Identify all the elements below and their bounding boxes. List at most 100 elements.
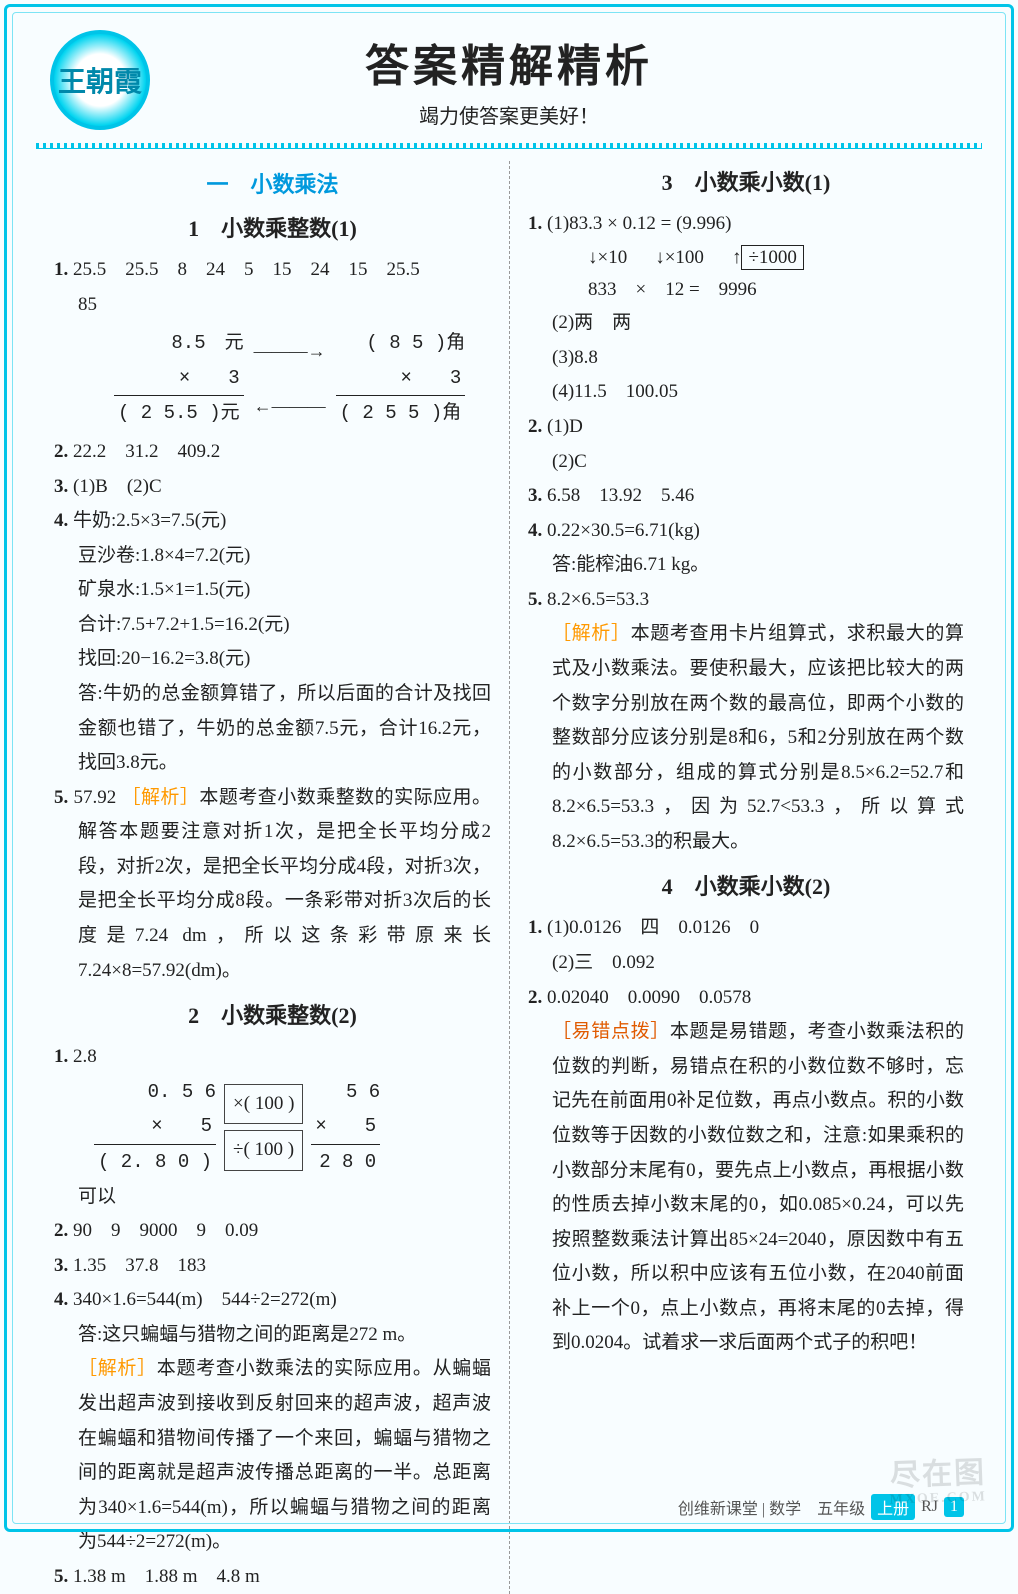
s3-q3-text: 6.58 13.92 5.46 (547, 485, 694, 506)
s1-q5: 5. 57.92 ［解析］本题考查小数乘整数的实际应用。解答本题要注意对折1次，… (54, 781, 491, 988)
calc-r-bot: ( 2 5 5 )角 (336, 396, 466, 431)
section-1-title: 1 小数乘整数(1) (54, 209, 491, 249)
s1-q4-l3: 矿泉水:1.5×1=1.5(元) (54, 573, 491, 608)
s4-q1-p1: (1)0.0126 四 0.0126 0 (547, 917, 759, 938)
footer-tag: 上册 (871, 1494, 915, 1520)
s1-q3: 3. (1)B (2)C (54, 470, 491, 505)
s2-q5-text: 1.38 m 1.88 m 4.8 m (73, 1566, 260, 1587)
s1-q2: 2. 22.2 31.2 409.2 (54, 435, 491, 470)
s2-q2-text: 90 9 9000 9 0.09 (73, 1220, 258, 1241)
up-arrow: ↑÷1000 (732, 242, 804, 274)
s2-q3-text: 1.35 37.8 183 (73, 1255, 206, 1276)
s2-q1-calc: 0. 5 6 × 5 ( 2. 8 0 ) ×( 100 ) ÷( 100 ) … (54, 1075, 491, 1180)
right-column: 3 小数乘小数(1) 1. (1)83.3 × 0.12 = (9.996) ↓… (509, 161, 964, 1594)
s2-flow: ×( 100 ) ÷( 100 ) (224, 1084, 303, 1171)
s3-q5-analysis: ［解析］本题考查用卡片组算式，求积最大的算式及小数乘法。要使积最大，应该把比较大… (528, 617, 964, 859)
page-footer: 创维新课堂 | 数学 五年级 上册 RJ 1 (678, 1494, 964, 1520)
s4-q2-text: 本题是易错题，考查小数乘法积的位数的判断，易错点在积的小数位数不够时，忘记先在前… (552, 1021, 964, 1353)
s3-q2: 2. (1)D (528, 410, 964, 445)
content-columns: 一 小数乘法 1 小数乘整数(1) 1. 25.5 25.5 8 24 5 15… (0, 157, 1018, 1594)
s3-q1-p4: (4)11.5 100.05 (528, 375, 964, 410)
section-4-title: 4 小数乘小数(2) (528, 867, 964, 907)
s2-q1: 1. 2.8 (54, 1040, 491, 1075)
error-tip-tag: ［易错点拨］ (552, 1021, 670, 1042)
s2-calc-left: 0. 5 6 × 5 ( 2. 8 0 ) (94, 1075, 216, 1180)
s1-q4-l6: 答:牛奶的总金额算错了，所以后面的合计及找回金额也错了，牛奶的总金额7.5元，合… (54, 677, 491, 781)
s4-q2-l1: 0.02040 0.0090 0.0578 (547, 987, 751, 1008)
header-divider (36, 143, 982, 149)
calc-l-top: 8.5 元 (114, 326, 244, 361)
s1-q4-l5: 找回:20−16.2=3.8(元) (54, 642, 491, 677)
flow-top: ×( 100 ) (224, 1084, 303, 1125)
left-column: 一 小数乘法 1 小数乘整数(1) 1. 25.5 25.5 8 24 5 15… (54, 161, 509, 1594)
footer-text-1: 创维新课堂 | 数学 五年级 (678, 1495, 865, 1519)
s2-q4-l1: 340×1.6=544(m) 544÷2=272(m) (73, 1289, 337, 1310)
analysis-tag: ［解析］ (121, 787, 199, 808)
analysis-tag-3: ［解析］ (552, 623, 631, 644)
arr2-label: ×100 (665, 247, 704, 268)
calc-left: 8.5 元 × 3 ( 2 5.5 )元 (114, 326, 244, 431)
s2-q1-val: 2.8 (73, 1046, 97, 1067)
arr1-label: ×10 (598, 247, 628, 268)
s3-q1-line2: 833 × 12 = 9996 (528, 274, 964, 306)
calc-l-mid: × 3 (114, 361, 244, 397)
s3-q4-l1: 0.22×30.5=6.71(kg) (547, 520, 700, 541)
s1-q3-text: (1)B (2)C (73, 476, 162, 497)
cr-bot: 2 8 0 (311, 1145, 380, 1180)
brand-logo: 王朝霞 (50, 30, 150, 130)
s1-q1-l2: 85 (54, 288, 491, 323)
calc-r-mid: × 3 (336, 361, 466, 397)
cl-top: 0. 5 6 (94, 1075, 216, 1110)
s2-q4: 4. 340×1.6=544(m) 544÷2=272(m) (54, 1283, 491, 1318)
section-2-title: 2 小数乘整数(2) (54, 996, 491, 1036)
s3-q5-l1: 8.2×6.5=53.3 (547, 589, 649, 610)
s1-q1-l1: 25.5 25.5 8 24 5 15 24 15 25.5 (73, 259, 420, 280)
cl-mid: × 5 (94, 1109, 216, 1145)
s2-calc-right: 5 6 × 5 2 8 0 (311, 1075, 380, 1180)
analysis-tag-2: ［解析］ (78, 1358, 157, 1379)
s2-q4-text: 本题考查小数乘法的实际应用。从蝙蝠发出超声波到接收到反射回来的超声波，超声波在蝙… (78, 1358, 491, 1552)
s3-q2-p1: (1)D (547, 416, 583, 437)
arr3-label: ÷1000 (741, 245, 803, 270)
s2-q4-l2: 答:这只蝙蝠与猎物之间的距离是272 m。 (54, 1318, 491, 1353)
s3-q1: 1. (1)83.3 × 0.12 = (9.996) (528, 207, 964, 242)
s1-q4-l4: 合计:7.5+7.2+1.5=16.2(元) (54, 608, 491, 643)
s2-q1-note: 可以 (54, 1180, 491, 1215)
s3-q1-a: (1)83.3 × 0.12 = (547, 213, 676, 234)
s2-q3: 3. 1.35 37.8 183 (54, 1249, 491, 1284)
down-arrow-2: ↓×100 (655, 242, 704, 274)
arrow-left-icon: ←——— (254, 390, 326, 423)
footer-page: 1 (944, 1497, 964, 1517)
calc-right: ( 8 5 )角 × 3 ( 2 5 5 )角 (336, 326, 466, 431)
s2-q2: 2. 90 9 9000 9 0.09 (54, 1214, 491, 1249)
calc-r-top: ( 8 5 )角 (336, 326, 466, 361)
s1-calc-block: 8.5 元 × 3 ( 2 5.5 )元 ———→ ←——— ( 8 5 )角 … (54, 326, 491, 431)
cl-bot: ( 2. 8 0 ) (94, 1145, 216, 1180)
s3-q1-b: (9.996) (676, 213, 731, 234)
s4-q1: 1. (1)0.0126 四 0.0126 0 (528, 911, 964, 946)
s3-q1-arrows: ↓×10 ↓×100 ↑÷1000 (528, 242, 964, 274)
arrow-right-icon: ———→ (254, 335, 326, 368)
s3-q4-l2: 答:能榨油6.71 kg。 (528, 548, 964, 583)
main-title: 答案精解精析 (0, 30, 1018, 94)
s4-q1-p2: (2)三 0.092 (528, 946, 964, 981)
s3-q1-p3: (3)8.8 (528, 341, 964, 376)
s4-q2: 2. 0.02040 0.0090 0.0578 (528, 981, 964, 1016)
s3-q2-p2: (2)C (528, 445, 964, 480)
s3-q5-text: 本题考查用卡片组算式，求积最大的算式及小数乘法。要使积最大，应该把比较大的两个数… (552, 623, 964, 851)
cr-mid: × 5 (311, 1109, 380, 1145)
s2-q4-analysis: ［解析］本题考查小数乘法的实际应用。从蝙蝠发出超声波到接收到反射回来的超声波，超… (54, 1352, 491, 1559)
s1-q5-text: 本题考查小数乘整数的实际应用。解答本题要注意对折1次，是把全长平均分成2段，对折… (78, 787, 491, 981)
calc-arrows: ———→ ←——— (254, 335, 326, 423)
s1-q4-l1: 牛奶:2.5×3=7.5(元) (73, 510, 226, 531)
s4-q2-tip: ［易错点拨］本题是易错题，考查小数乘法积的位数的判断，易错点在积的小数位数不够时… (528, 1015, 964, 1361)
s3-q5: 5. 8.2×6.5=53.3 (528, 583, 964, 618)
section-3-title: 3 小数乘小数(1) (528, 163, 964, 203)
s1-q4: 4. 牛奶:2.5×3=7.5(元) (54, 504, 491, 539)
page-header: 答案精解精析 竭力使答案更美好！ (0, 0, 1018, 129)
s2-q5: 5. 1.38 m 1.88 m 4.8 m (54, 1560, 491, 1594)
s1-q4-l2: 豆沙卷:1.8×4=7.2(元) (54, 539, 491, 574)
chapter-heading: 一 小数乘法 (54, 165, 491, 205)
down-arrow-1: ↓×10 (588, 242, 627, 274)
subtitle: 竭力使答案更美好！ (0, 100, 1018, 129)
